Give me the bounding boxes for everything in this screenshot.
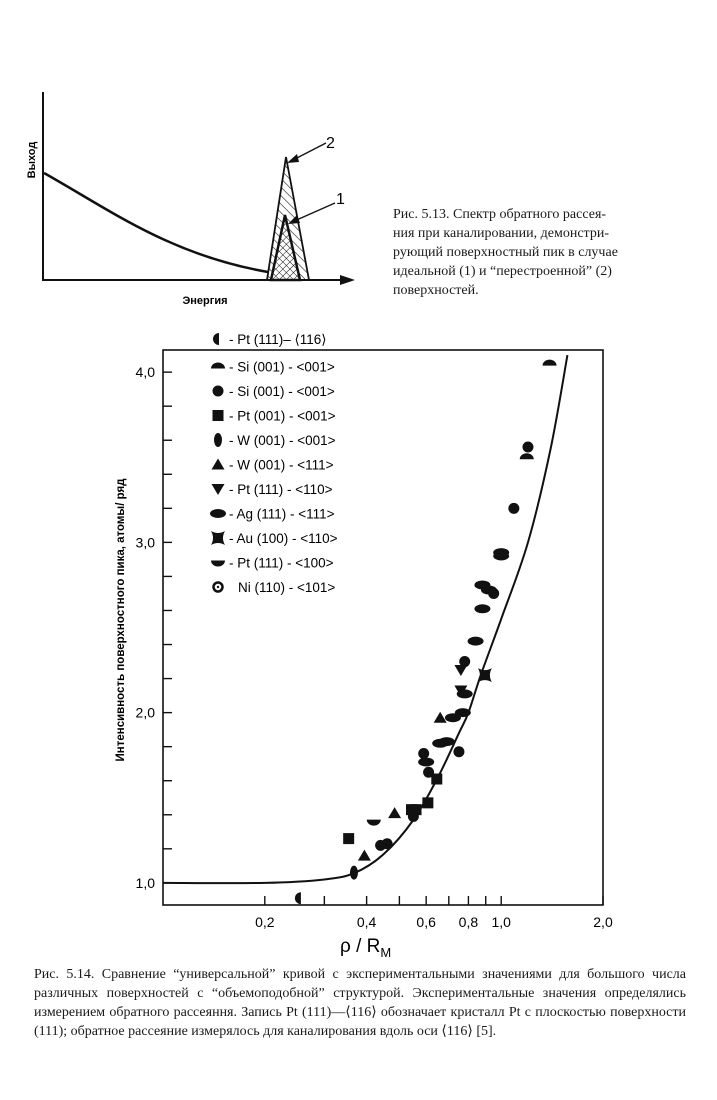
caption-line: Рис. 5.13. Спектр обратного рассея- — [393, 207, 607, 222]
data-point-circle — [453, 746, 465, 758]
x-tick-label: 0,2 — [255, 914, 275, 930]
data-point-half-bottom — [366, 819, 381, 826]
legend-label: Ni (110) - <101> — [238, 580, 335, 595]
data-point-half-top — [519, 453, 534, 460]
legend: - Pt (111)– ⟨116⟩ - Si (001) - <001> - Si … — [210, 332, 338, 595]
data-point-ellipse — [438, 737, 455, 747]
data-point-ellipse — [493, 551, 510, 561]
legend-label: - Si (001) - <001> — [229, 360, 335, 375]
x-tick-label: 0,6 — [416, 914, 436, 930]
x-tick-label: 0,8 — [459, 914, 479, 930]
legend-label: - Ag (111) - <111> — [229, 507, 335, 522]
x-axis-label-main: ρ / R — [340, 936, 380, 957]
legend-marker-diamond-icon — [214, 433, 222, 447]
x-tick-label: 1,0 — [491, 914, 511, 930]
legend-label: - Pt (111)– ⟨116⟩ — [229, 332, 327, 347]
x-axis-label: ρ / RM — [340, 936, 391, 960]
legend-label: - Pt (111) - <110> — [229, 482, 333, 497]
x-axis-label-sub: M — [380, 945, 391, 960]
data-point-half-left — [294, 892, 301, 905]
legend-marker-circle-icon — [212, 385, 224, 397]
data-point-triangle-down — [454, 665, 468, 677]
data-point-triangle — [433, 711, 447, 723]
caption-text: Рис. 5.14. Сравнение “универсальной” кри… — [34, 967, 686, 1039]
figure-5-14-caption: Рис. 5.14. Сравнение “универсальной” кри… — [34, 965, 686, 1041]
data-point-star — [477, 668, 492, 683]
data-point-diamond — [349, 865, 358, 880]
y-axis-label: Выход — [26, 142, 38, 179]
data-point-square — [431, 773, 443, 785]
tick-labels: 0,2 0,4 0,6 0,8 1,0 2,0 1,0 2,0 3,0 4,0 — [136, 364, 613, 930]
data-points — [294, 359, 557, 905]
legend-label: - W (001) - <001> — [229, 433, 336, 448]
data-point-ellipse — [454, 708, 471, 718]
x-tick-label: 0,4 — [357, 914, 377, 930]
figure-5-13-caption: Рис. 5.13. Спектр обратного рассея- ния … — [393, 205, 713, 300]
y-axis-label: Интенсивность поверхностного пика, атомы… — [115, 478, 127, 762]
y-tick-label: 2,0 — [136, 705, 156, 721]
data-point-ellipse — [467, 636, 484, 646]
legend-label: - W (001) - <111> — [229, 458, 334, 473]
arrow-2-head — [287, 154, 299, 163]
legend-marker-ellipse-icon — [210, 509, 226, 518]
data-point-ellipse — [418, 757, 435, 767]
data-point-ellipse — [456, 689, 473, 699]
data-point-triangle — [357, 849, 371, 861]
arrow-1-head — [288, 215, 300, 224]
data-point-ellipse — [480, 585, 497, 595]
data-point-circle — [459, 656, 471, 668]
legend-marker-triangle-down-icon — [211, 484, 225, 495]
legend-label: - Pt (001) - <001> — [229, 409, 336, 424]
data-point-circle — [381, 838, 393, 850]
data-point-half-top — [542, 359, 557, 366]
arrow-1 — [291, 202, 336, 223]
y-tick-label: 1,0 — [136, 875, 156, 891]
legend-label: - Pt (111) - <100> — [229, 556, 334, 571]
data-point-triangle — [388, 807, 402, 819]
peak-1-hatch — [269, 214, 302, 282]
universal-curve — [162, 354, 569, 885]
legend-marker-half-top-icon — [211, 362, 225, 369]
caption-line: идеальной (1) и “перестроенной” (2) — [393, 264, 612, 279]
data-point-square — [343, 833, 355, 845]
data-point-circle — [418, 747, 430, 759]
legend-marker-half-bottom-icon — [211, 560, 225, 567]
peak-label-2: 2 — [326, 135, 335, 152]
axis-ticks — [163, 371, 604, 905]
legend-marker-half-left-icon — [213, 333, 219, 345]
caption-line: поверхностей. — [393, 283, 479, 298]
y-tick-label: 4,0 — [136, 364, 156, 380]
peak-label-1: 1 — [336, 191, 345, 208]
legend-marker-triangle-icon — [211, 458, 225, 470]
caption-line: рующий поверхностный пик в случае — [393, 245, 618, 260]
x-axis-arrow — [340, 275, 355, 285]
data-point-ellipse — [474, 604, 491, 614]
x-tick-label: 2,0 — [593, 914, 613, 930]
legend-label: - Au (100) - <110> — [229, 531, 338, 546]
data-point-circle — [508, 502, 520, 514]
spectrum-curve — [43, 171, 269, 274]
legend-marker-star-icon — [211, 531, 225, 545]
y-tick-label: 3,0 — [136, 534, 156, 550]
x-axis-label: Энергия — [182, 295, 227, 307]
data-point-circle — [522, 441, 534, 453]
caption-line: ния при каналировании, демонстри- — [393, 226, 609, 241]
legend-marker-square-icon — [212, 410, 224, 421]
data-point-square — [410, 804, 422, 816]
plot-frame — [162, 349, 604, 906]
legend-marker-dotted-circle-icon-dot — [216, 585, 220, 589]
data-point-square — [422, 797, 434, 809]
legend-label: - Si (001) - <001> — [229, 384, 335, 399]
